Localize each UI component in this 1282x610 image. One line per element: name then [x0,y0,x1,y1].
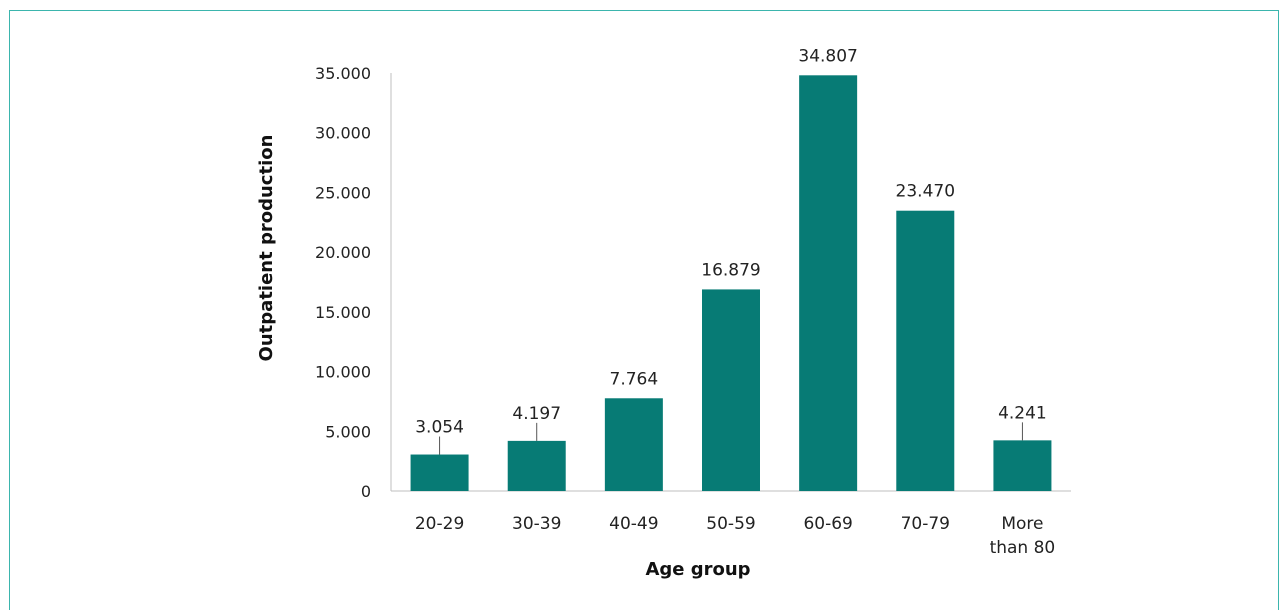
data-label: 23.470 [896,182,955,202]
data-labels: 3.054 4.197 7.764 16.879 34.807 23.470 4.241 [415,46,1047,455]
data-label: 16.879 [701,260,760,280]
bar [604,398,663,491]
y-tick-label: 35.000 [315,64,371,83]
y-tick-label: 0 [361,482,371,501]
x-tick-label: 70-79 [901,514,950,534]
y-tick-label: 5.000 [325,422,371,441]
bar [896,210,955,491]
x-tick-label: 60-69 [803,514,852,534]
y-axis-title: Outpatient production [256,135,277,362]
data-label: 3.054 [415,418,464,438]
bar-chart: 0 5.000 10.000 15.000 20.000 25.000 30.000 35.0… [256,46,1071,580]
x-tick-label: 20-29 [415,514,464,534]
x-axis-categories: 20-29 30-39 40-49 50-59 60-69 70-79 More than 8… [415,514,1055,558]
data-label: 4.197 [512,404,561,424]
bar [410,454,469,491]
x-tick-label: 50-59 [706,514,755,534]
x-tick-label: 40-49 [609,514,658,534]
chart-frame [9,10,1279,610]
y-tick-label: 25.000 [315,183,371,202]
x-tick-label: More than 80 [990,514,1056,558]
y-tick-label: 15.000 [315,303,371,322]
bars [410,75,1052,492]
y-axis-ticks: 0 5.000 10.000 15.000 20.000 25.000 30.000 35.0… [315,64,371,501]
bar [993,440,1052,491]
x-tick-label: 30-39 [512,514,561,534]
data-label: 4.241 [998,403,1047,423]
data-label: 34.807 [798,46,857,66]
y-tick-label: 20.000 [315,243,371,262]
y-tick-label: 10.000 [315,363,371,382]
x-axis-title: Age group [645,559,750,580]
bar [702,289,760,491]
bar [799,75,858,492]
data-label: 7.764 [610,369,659,389]
y-tick-label: 30.000 [315,124,371,143]
bar [507,440,566,491]
